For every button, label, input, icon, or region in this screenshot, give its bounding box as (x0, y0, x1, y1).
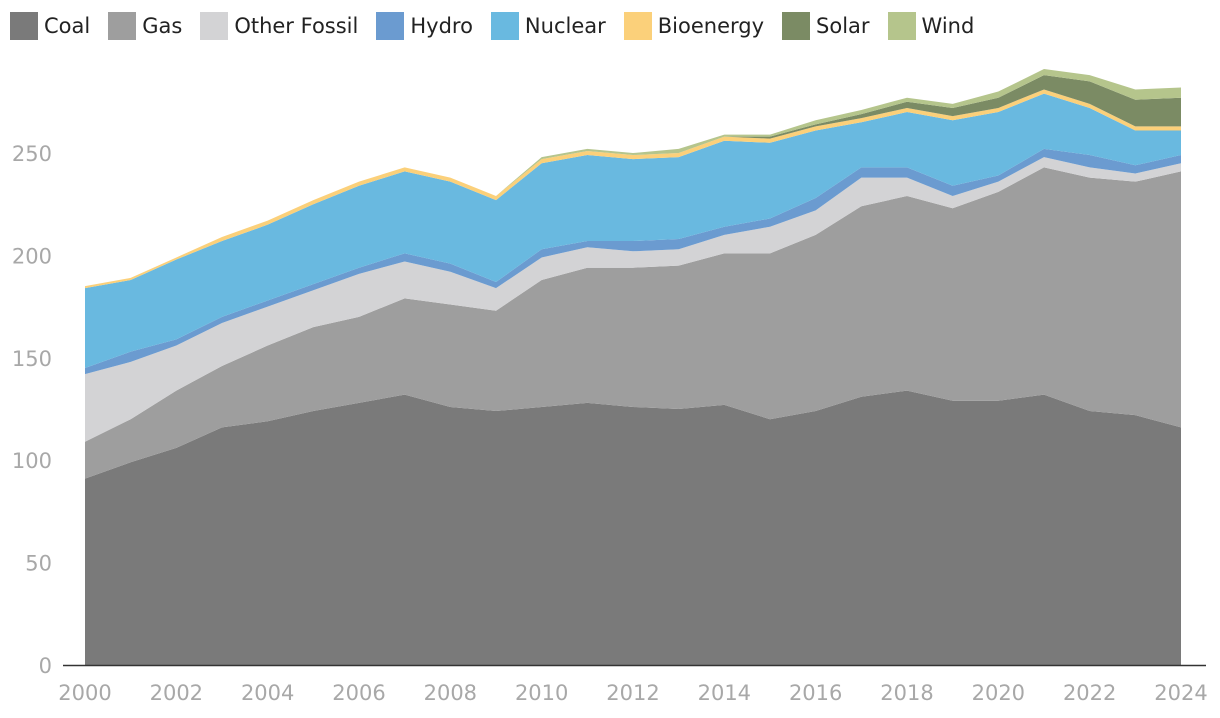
legend-swatch (376, 12, 405, 40)
y-tick-label: 150 (12, 347, 52, 371)
area-nuclear (85, 93, 1181, 369)
area-other-fossil (85, 157, 1181, 442)
y-tick-label: 100 (12, 449, 52, 473)
legend-label: Solar (816, 14, 870, 38)
x-tick-label: 2008 (424, 681, 477, 705)
area-gas (85, 167, 1181, 479)
x-tick-label: 2024 (1154, 681, 1207, 705)
x-tick-label: 2012 (606, 681, 659, 705)
legend-swatch (108, 12, 137, 40)
legend-item-solar: Solar (782, 12, 870, 40)
x-tick-label: 2020 (972, 681, 1025, 705)
x-tick-label: 2004 (241, 681, 294, 705)
x-tick-label: 2000 (58, 681, 111, 705)
legend-item-other-fossil: Other Fossil (200, 12, 358, 40)
x-tick-label: 2002 (150, 681, 203, 705)
area-solar (85, 75, 1181, 287)
y-tick-label: 250 (12, 142, 52, 166)
legend-item-bioenergy: Bioenergy (623, 12, 765, 40)
area-coal (85, 390, 1181, 665)
x-tick-label: 2014 (698, 681, 751, 705)
legend-swatch (200, 12, 229, 40)
legend-label: Bioenergy (657, 14, 765, 38)
y-tick-label: 200 (12, 244, 52, 268)
legend-item-hydro: Hydro (376, 12, 473, 40)
legend-label: Nuclear (524, 14, 606, 38)
legend-label: Other Fossil (234, 14, 359, 38)
y-tick-label: 50 (25, 552, 52, 576)
x-tick-label: 2018 (880, 681, 933, 705)
x-tick-label: 2016 (789, 681, 842, 705)
x-tick-label: 2022 (1063, 681, 1116, 705)
legend: Coal Gas Other Fossil Hydro Nuclear Bioenergy… (10, 12, 992, 40)
x-tick-label: 2006 (332, 681, 385, 705)
legend-label: Coal (44, 14, 91, 38)
legend-item-nuclear: Nuclear (490, 12, 606, 40)
legend-item-wind: Wind (887, 12, 975, 40)
legend-swatch (490, 12, 519, 40)
legend-label: Wind (921, 14, 975, 38)
legend-swatch (10, 12, 38, 40)
legend-swatch (623, 12, 652, 40)
legend-label: Gas (142, 14, 183, 38)
legend-swatch (887, 12, 916, 40)
legend-swatch (782, 12, 811, 40)
legend-item-coal: Coal (10, 12, 90, 40)
x-tick-label: 2010 (515, 681, 568, 705)
legend-label: Hydro (410, 14, 473, 38)
y-tick-label: 0 (39, 654, 52, 678)
legend-item-gas: Gas (108, 12, 182, 40)
